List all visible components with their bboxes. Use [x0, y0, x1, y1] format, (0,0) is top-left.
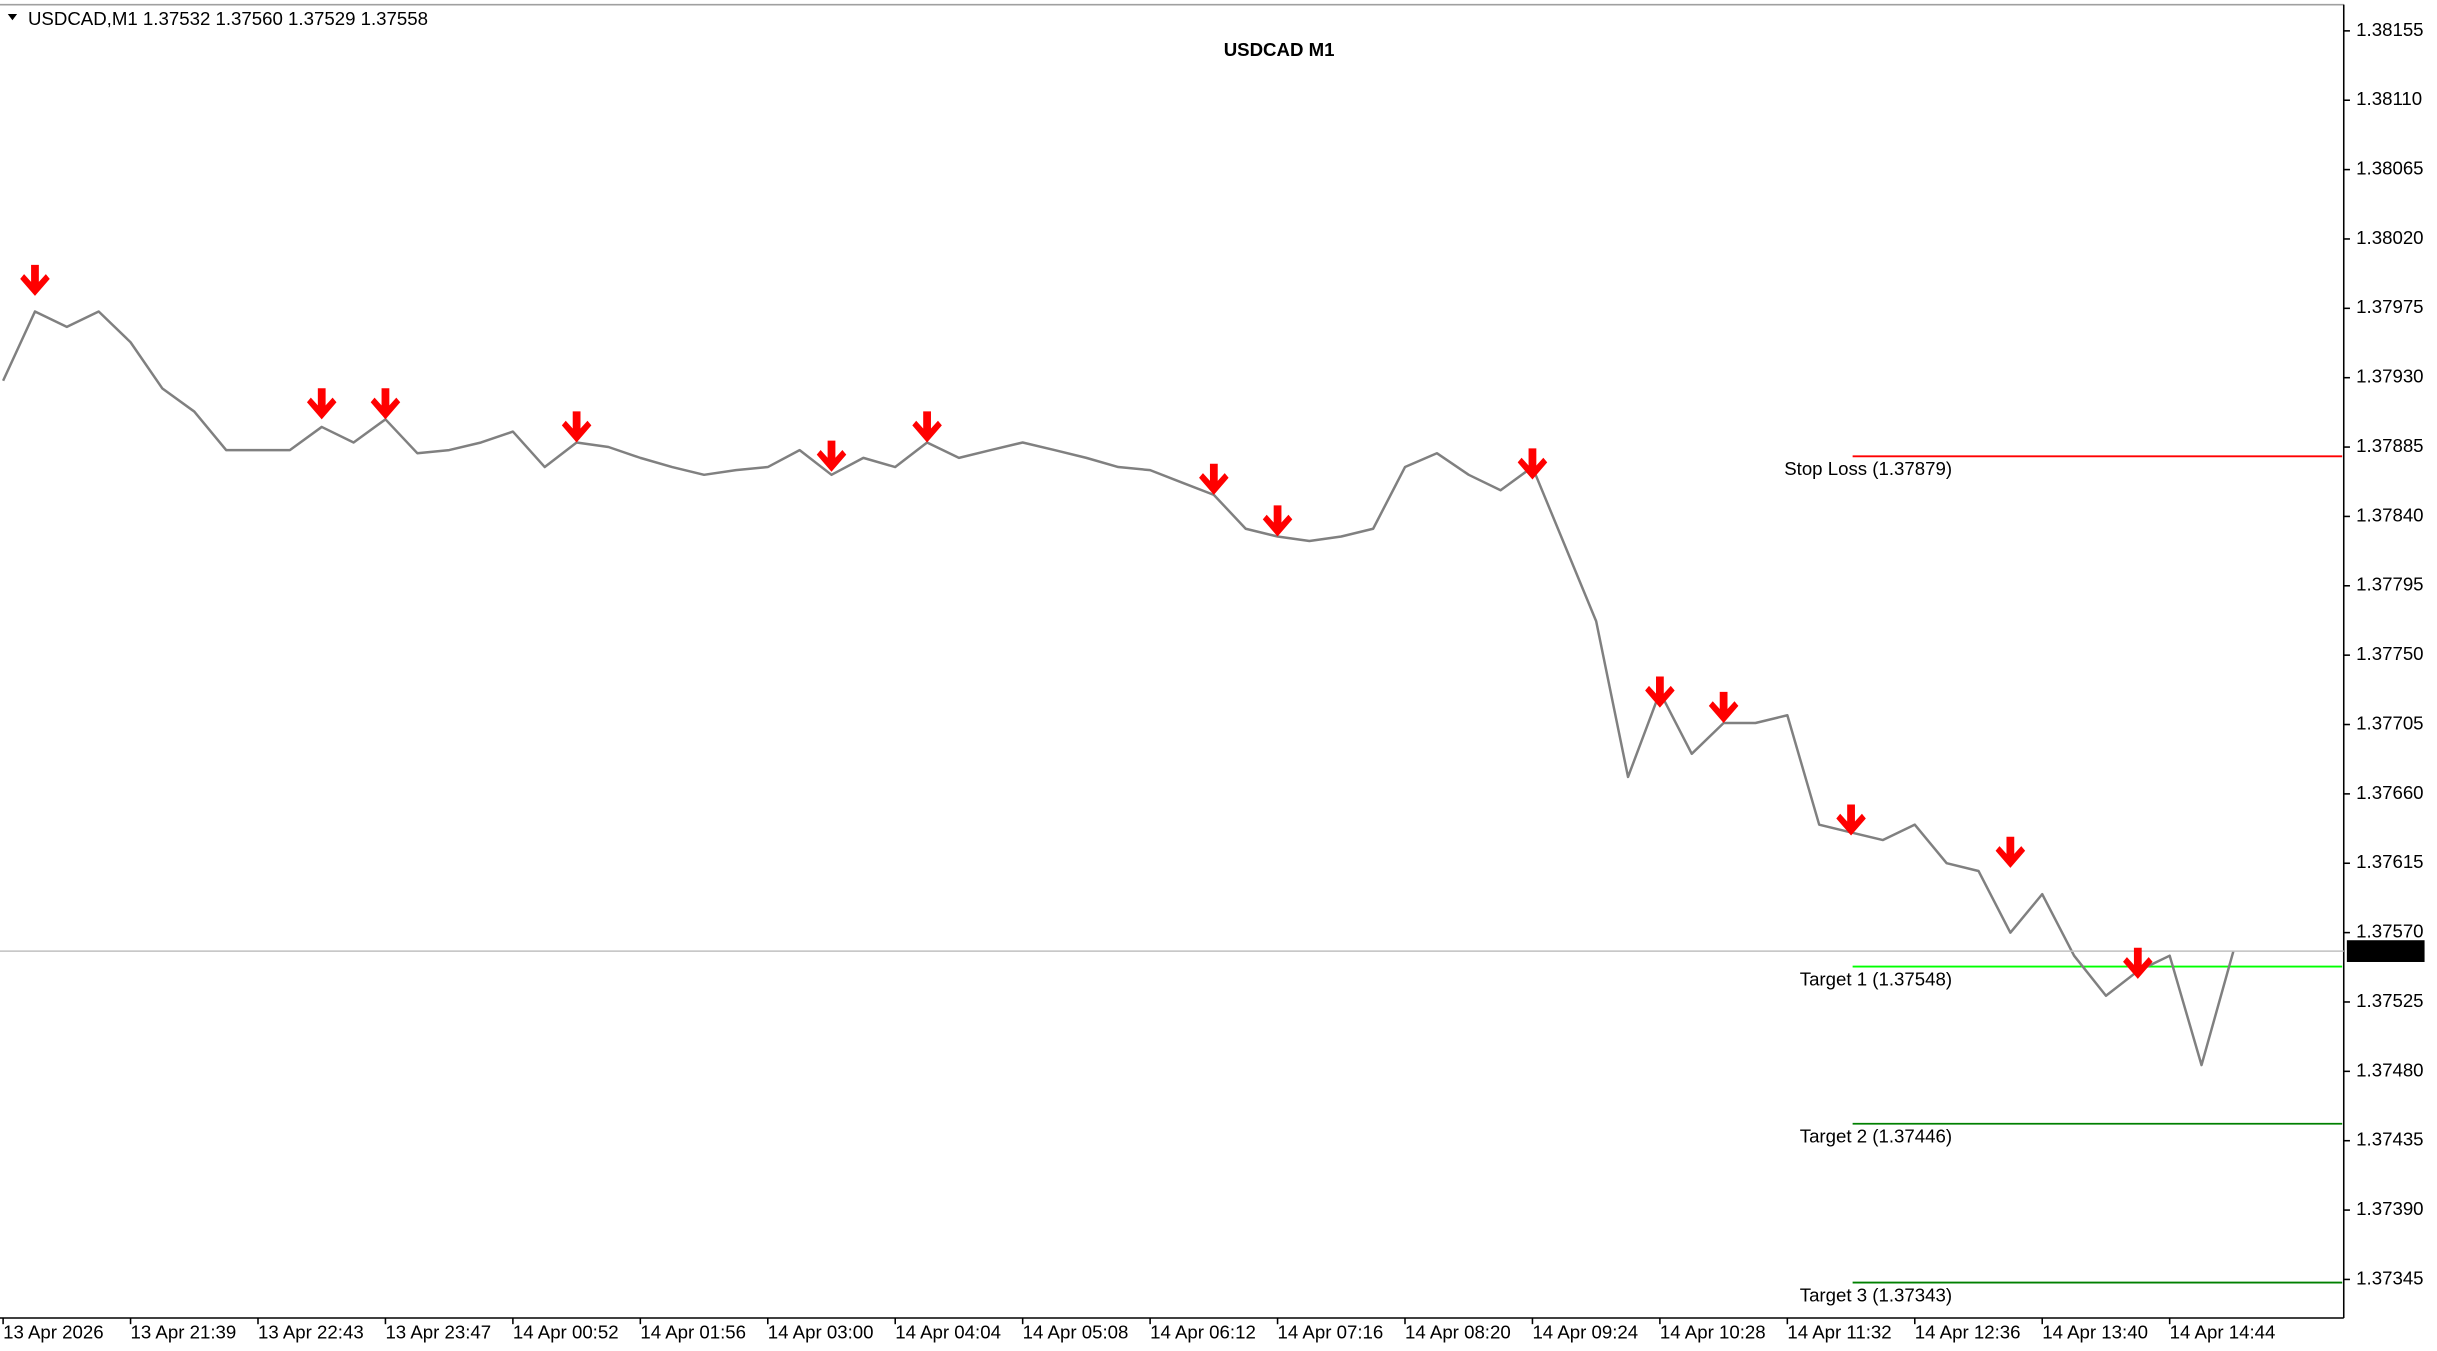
- y-tick-label: 1.37390: [2356, 1198, 2423, 1219]
- y-tick-label: 1.37705: [2356, 712, 2423, 733]
- sell-arrow: [1517, 448, 1548, 480]
- x-tick-label: 14 Apr 12:36: [1915, 1321, 2021, 1342]
- price-line-layer: [0, 310, 2344, 1067]
- sell-arrow: [1645, 676, 1675, 708]
- x-tick-label: 14 Apr 13:40: [2042, 1321, 2148, 1342]
- x-tick-label: 14 Apr 07:16: [1278, 1321, 1384, 1342]
- levels: Stop Loss (1.37879) Target 1 (1.37548) Tar…: [1784, 455, 2343, 1305]
- current-price-label: 1.37558: [2355, 939, 2422, 960]
- x-tick-label: 14 Apr 08:20: [1405, 1321, 1511, 1342]
- y-tick-label: 1.37480: [2356, 1059, 2423, 1080]
- level-label: Target 1 (1.37548): [1800, 968, 1952, 989]
- level-label: Target 2 (1.37446): [1800, 1126, 1952, 1147]
- x-tick-label: 13 Apr 23:47: [385, 1321, 491, 1342]
- current-price-box: [2346, 940, 2425, 962]
- x-tick-label: 14 Apr 01:56: [640, 1321, 746, 1342]
- x-tick-label: 14 Apr 04:04: [895, 1321, 1001, 1342]
- y-tick-label: 1.38110: [2356, 88, 2422, 109]
- x-tick-label: 14 Apr 03:00: [768, 1321, 874, 1342]
- y-tick-label: 1.37795: [2356, 574, 2423, 595]
- price-line: [1, 310, 2235, 1067]
- x-tick-label: 14 Apr 09:24: [1532, 1321, 1638, 1342]
- axes: 1.38155 1.38110 1.38065 1.38020 1.37975 1.379…: [2, 19, 2425, 1342]
- y-tick-label: 1.38155: [2356, 19, 2423, 40]
- level-label: Target 3 (1.37343): [1800, 1284, 1952, 1305]
- y-tick-label: 1.37660: [2356, 782, 2423, 803]
- sell-arrow: [1995, 836, 2026, 868]
- x-tick-label: 14 Apr 00:52: [513, 1321, 619, 1342]
- y-tick-label: 1.37435: [2356, 1129, 2423, 1150]
- sell-arrow: [20, 264, 50, 296]
- x-tick-label: 13 Apr 2026: [3, 1321, 104, 1342]
- sell-arrow: [370, 388, 401, 420]
- signals: [20, 264, 2153, 979]
- symbol-info: USDCAD,M1 1.37532 1.37560 1.37529 1.3755…: [28, 8, 428, 29]
- x-tick-label: 14 Apr 05:08: [1023, 1321, 1129, 1342]
- level-label: Stop Loss (1.37879): [1784, 458, 1952, 479]
- x-tick-label: 14 Apr 14:44: [2170, 1321, 2276, 1342]
- y-tick-label: 1.37930: [2356, 366, 2423, 387]
- sell-arrow: [912, 411, 942, 443]
- y-tick-label: 1.37750: [2356, 643, 2423, 664]
- x-tick-label: 13 Apr 22:43: [258, 1321, 364, 1342]
- sell-arrow: [816, 440, 847, 472]
- y-tick-label: 1.37885: [2356, 435, 2423, 456]
- y-tick-label: 1.37615: [2356, 851, 2423, 872]
- info-triangle: [7, 13, 18, 21]
- sell-arrow: [1708, 691, 1739, 724]
- sell-arrow: [1836, 804, 1866, 836]
- y-tick-label: 1.37840: [2356, 504, 2423, 525]
- y-tick-label: 1.37345: [2356, 1267, 2423, 1288]
- x-tick-label: 14 Apr 10:28: [1660, 1321, 1766, 1342]
- y-tick-label: 1.38065: [2356, 158, 2423, 179]
- y-tick-label: 1.37570: [2356, 921, 2423, 942]
- sell-arrow: [1199, 463, 1229, 495]
- sell-arrow: [2123, 947, 2153, 979]
- x-tick-label: 13 Apr 21:39: [131, 1321, 237, 1342]
- x-tick-label: 14 Apr 11:32: [1787, 1321, 1891, 1342]
- y-tick-label: 1.38020: [2356, 227, 2423, 248]
- sell-arrow: [306, 388, 337, 420]
- x-tick-label: 14 Apr 06:12: [1150, 1321, 1256, 1342]
- y-tick-label: 1.37525: [2356, 990, 2423, 1011]
- sell-arrow: [561, 411, 592, 443]
- y-tick-label: 1.37975: [2356, 296, 2423, 317]
- sell-arrow: [1262, 505, 1293, 537]
- chart-title: USDCAD M1: [1224, 39, 1335, 60]
